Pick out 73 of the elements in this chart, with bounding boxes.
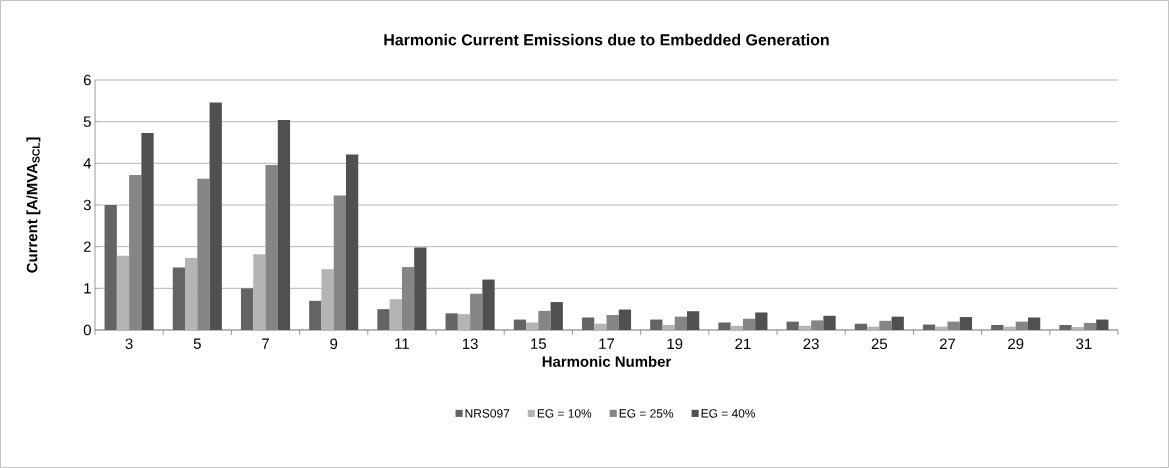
bar <box>798 325 812 330</box>
y-tick-label: 3 <box>83 199 91 211</box>
bar <box>185 257 198 330</box>
x-tick-label: 29 <box>1008 338 1024 350</box>
x-tick-label: 21 <box>735 338 751 349</box>
bar <box>116 255 130 330</box>
bar <box>457 314 471 330</box>
bar <box>854 323 868 330</box>
legend-label: EG = 10% <box>537 409 592 418</box>
bar <box>321 269 334 330</box>
bar <box>377 309 390 330</box>
bar <box>786 321 799 330</box>
bar <box>513 319 527 330</box>
y-tick-label: 4 <box>83 158 92 169</box>
bar <box>730 325 743 330</box>
x-tick-label: 7 <box>262 338 269 349</box>
legend-label: EG = 40% <box>701 409 756 418</box>
bar <box>823 315 836 330</box>
x-tick-label: 17 <box>599 338 615 349</box>
x-tick-label: 3 <box>125 338 133 350</box>
bar <box>718 322 731 330</box>
x-tick-label: 5 <box>193 338 201 349</box>
bar <box>1059 324 1072 330</box>
y-axis-title: Current [A/MVA$_{SCL}$] <box>26 137 41 273</box>
bar <box>277 119 291 330</box>
bar <box>1071 327 1084 330</box>
bar <box>650 319 663 330</box>
bar <box>686 311 700 330</box>
bar <box>141 132 154 330</box>
bar <box>172 267 186 330</box>
legend-label: NRS097 <box>465 409 510 418</box>
bar <box>991 324 1004 330</box>
bar <box>414 247 427 330</box>
x-tick-label: 23 <box>803 338 819 350</box>
bar <box>959 317 973 330</box>
bar <box>345 154 359 330</box>
bar <box>581 317 595 330</box>
bar <box>389 299 402 330</box>
bar <box>1027 317 1041 330</box>
bar <box>1096 319 1109 330</box>
bar <box>526 322 539 330</box>
x-tick-label: 15 <box>531 338 546 349</box>
bar <box>209 102 222 330</box>
x-tick-label: 11 <box>395 338 409 349</box>
bar <box>935 326 948 330</box>
bar <box>550 302 563 330</box>
y-tick-label: 5 <box>83 116 91 127</box>
bar <box>240 288 254 330</box>
y-tick-label: 0 <box>83 324 91 336</box>
bar <box>253 254 266 330</box>
chart-title: Harmonic Current Emissions due to Embedded Generation <box>384 33 829 46</box>
x-tick-label: 27 <box>939 338 956 349</box>
bar <box>891 316 904 330</box>
bar <box>755 312 768 330</box>
bar <box>618 309 632 330</box>
bar <box>662 324 675 330</box>
x-axis-title: Harmonic Number <box>542 355 672 367</box>
bar <box>104 204 117 330</box>
bar <box>482 279 495 330</box>
y-tick-label: 2 <box>83 241 91 252</box>
y-tick-label: 1 <box>84 283 91 294</box>
bar <box>594 323 607 330</box>
bar <box>922 324 936 330</box>
x-tick-label: 31 <box>1076 338 1092 350</box>
x-tick-label: 19 <box>667 338 683 350</box>
bar <box>309 300 322 330</box>
bar <box>1003 326 1016 330</box>
bar <box>445 313 458 330</box>
y-tick-label: 6 <box>83 74 91 86</box>
x-tick-label: 25 <box>871 338 887 350</box>
x-tick-label: 9 <box>330 338 338 350</box>
x-tick-label: 13 <box>462 338 478 350</box>
legend-label: EG = 25% <box>619 409 674 418</box>
